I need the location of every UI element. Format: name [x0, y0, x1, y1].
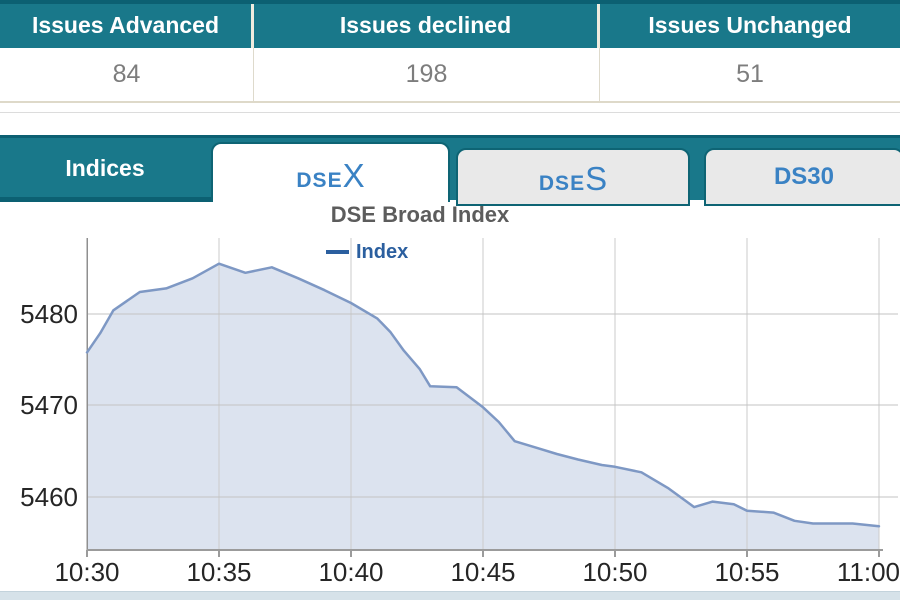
- legend-line-swatch: [326, 250, 349, 254]
- value-cell-issues-declined: 198: [254, 48, 600, 101]
- x-axis-line: [86, 549, 883, 557]
- header-cell-issues-declined: Issues declined: [254, 4, 600, 48]
- header-cell-issues-unchanged: Issues Unchanged: [648, 12, 852, 38]
- value-cell-issues-unchanged: 51: [736, 60, 764, 88]
- x-axis-label-1035: 10:35: [186, 557, 252, 587]
- section-divider: [0, 112, 900, 113]
- index-line: [85, 262, 881, 528]
- y-axis-label-5460: 5460: [20, 482, 78, 512]
- header-cell-issues-advanced: Issues Advanced: [0, 4, 254, 48]
- tab-dses[interactable]: DSE S: [456, 148, 690, 206]
- issues-table-value-row: 84 198 51: [0, 48, 900, 103]
- x-axis-label-1030: 10:30: [54, 557, 120, 587]
- issues-table-header-row: Issues Advanced Issues declined Issues U…: [0, 0, 900, 48]
- tab-dses-label-suffix: S: [585, 160, 608, 197]
- value-cell-issues-advanced: 84: [0, 48, 254, 101]
- x-axis-label-1040: 10:40: [318, 557, 384, 587]
- y-axis-label-5480: 5480: [20, 299, 78, 329]
- tab-dsex-label-suffix: X: [342, 157, 365, 194]
- tab-dsex-label-prefix: DSE: [296, 169, 343, 192]
- indices-underline: [0, 197, 213, 202]
- bottom-strip: [0, 591, 900, 600]
- y-axis-label-5470: 5470: [20, 390, 78, 420]
- chart-legend: Index: [326, 240, 408, 264]
- chart-title: DSE Broad Index: [330, 202, 510, 227]
- legend-label-index: Index: [356, 240, 409, 263]
- x-axis-label-1100: 11:00: [836, 557, 900, 587]
- index-area-chart: [85, 238, 898, 557]
- vertical-gridlines: [218, 238, 880, 550]
- tab-dsex[interactable]: DSE X: [211, 142, 450, 202]
- tab-dses-label-prefix: DSE: [538, 172, 586, 195]
- horizontal-gridlines: [87, 313, 898, 498]
- area-fill: [87, 263, 879, 550]
- tab-ds30[interactable]: DS30: [704, 148, 900, 206]
- x-axis-label-1045: 10:45: [450, 557, 516, 587]
- tab-ds30-label: DS30: [773, 163, 835, 190]
- x-axis-label-1050: 10:50: [582, 557, 648, 587]
- indices-section-label: Indices: [65, 154, 145, 181]
- x-axis-label-1055: 10:55: [714, 557, 780, 587]
